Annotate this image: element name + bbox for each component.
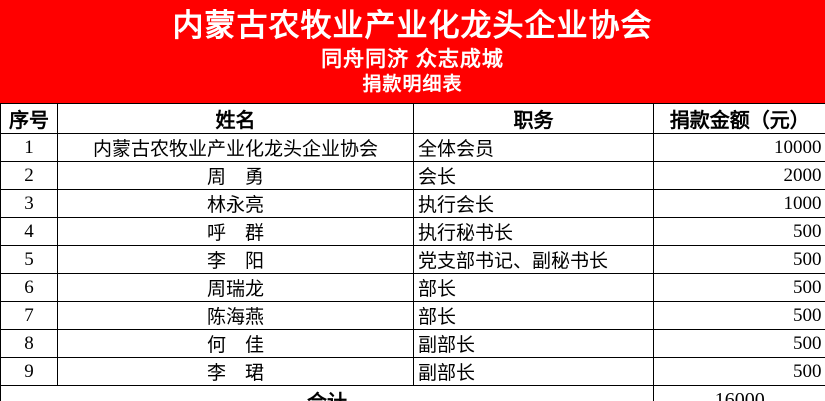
cell-amount: 500 bbox=[653, 329, 825, 358]
header-name: 姓名 bbox=[57, 103, 414, 134]
cell-position: 部长 bbox=[413, 273, 654, 302]
cell-no: 3 bbox=[0, 189, 58, 218]
table-row: 3 林永亮 执行会长 1000 bbox=[0, 189, 825, 218]
cell-no: 8 bbox=[0, 329, 58, 358]
cell-amount: 500 bbox=[653, 245, 825, 274]
cell-position: 部长 bbox=[413, 301, 654, 330]
cell-amount: 500 bbox=[653, 217, 825, 246]
cell-amount: 1000 bbox=[653, 189, 825, 218]
cell-position: 党支部书记、副秘书长 bbox=[413, 245, 654, 274]
cell-name: 周 勇 bbox=[57, 161, 414, 190]
slogan: 同舟同济 众志成城 bbox=[321, 48, 504, 71]
total-label: 合计 bbox=[0, 385, 654, 401]
cell-no: 9 bbox=[0, 357, 58, 386]
cell-position: 执行秘书长 bbox=[413, 217, 654, 246]
cell-name: 李 珺 bbox=[57, 357, 414, 386]
cell-name: 内蒙古农牧业产业化龙头企业协会 bbox=[57, 133, 414, 162]
header-row: 序号 姓名 职务 捐款金额（元） bbox=[0, 103, 825, 134]
cell-name: 陈海燕 bbox=[57, 301, 414, 330]
cell-amount: 500 bbox=[653, 357, 825, 386]
cell-amount: 500 bbox=[653, 273, 825, 302]
table-row: 4 呼 群 执行秘书长 500 bbox=[0, 217, 825, 246]
cell-amount: 500 bbox=[653, 301, 825, 330]
cell-no: 4 bbox=[0, 217, 58, 246]
cell-amount: 2000 bbox=[653, 161, 825, 190]
table-row: 9 李 珺 副部长 500 bbox=[0, 357, 825, 386]
cell-no: 1 bbox=[0, 133, 58, 162]
cell-name: 呼 群 bbox=[57, 217, 414, 246]
cell-no: 2 bbox=[0, 161, 58, 190]
table-row: 8 何 佳 副部长 500 bbox=[0, 329, 825, 358]
table-row: 1 内蒙古农牧业产业化龙头企业协会 全体会员 10000 bbox=[0, 133, 825, 162]
cell-name: 何 佳 bbox=[57, 329, 414, 358]
cell-no: 7 bbox=[0, 301, 58, 330]
table-row: 6 周瑞龙 部长 500 bbox=[0, 273, 825, 302]
header-no: 序号 bbox=[0, 103, 58, 134]
donation-table: 序号 姓名 职务 捐款金额（元） 1 内蒙古农牧业产业化龙头企业协会 全体会员 … bbox=[0, 103, 825, 401]
cell-name: 周瑞龙 bbox=[57, 273, 414, 302]
cell-name: 林永亮 bbox=[57, 189, 414, 218]
table-row: 5 李 阳 党支部书记、副秘书长 500 bbox=[0, 245, 825, 274]
header-position: 职务 bbox=[413, 103, 654, 134]
table-row: 2 周 勇 会长 2000 bbox=[0, 161, 825, 190]
cell-no: 5 bbox=[0, 245, 58, 274]
total-amount: 16000 bbox=[653, 385, 825, 401]
table-row: 7 陈海燕 部长 500 bbox=[0, 301, 825, 330]
cell-position: 执行会长 bbox=[413, 189, 654, 218]
cell-no: 6 bbox=[0, 273, 58, 302]
cell-name: 李 阳 bbox=[57, 245, 414, 274]
banner: 内蒙古农牧业产业化龙头企业协会 同舟同济 众志成城 捐款明细表 bbox=[0, 0, 825, 103]
cell-position: 会长 bbox=[413, 161, 654, 190]
cell-position: 全体会员 bbox=[413, 133, 654, 162]
total-row: 合计 16000 bbox=[0, 385, 825, 401]
cell-position: 副部长 bbox=[413, 329, 654, 358]
cell-position: 副部长 bbox=[413, 357, 654, 386]
association-title: 内蒙古农牧业产业化龙头企业协会 bbox=[172, 8, 653, 43]
sheet-title: 捐款明细表 bbox=[362, 74, 463, 95]
cell-amount: 10000 bbox=[653, 133, 825, 162]
header-amount: 捐款金额（元） bbox=[653, 103, 825, 134]
